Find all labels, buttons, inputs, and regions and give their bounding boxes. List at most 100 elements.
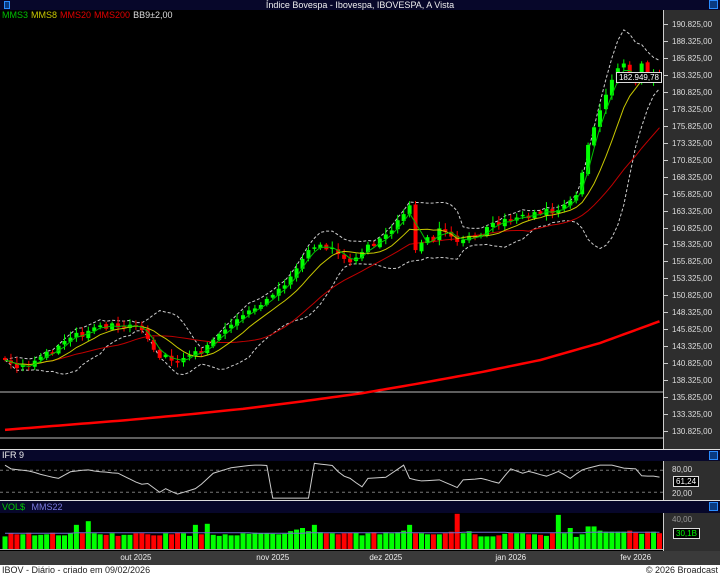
candle-body (211, 339, 216, 347)
volume-bar (305, 531, 311, 549)
candle-body (360, 252, 364, 259)
volume-avg-label: MMS22 (31, 502, 63, 512)
volume-bar (627, 530, 633, 549)
volume-bar (389, 533, 395, 549)
window-title-bar: Índice Bovespa - Ibovespa, IBOVESPA, A V… (0, 0, 720, 10)
footer: IBOV - Diário - criado em 09/02/2026 © 2… (0, 565, 720, 575)
price-tick-label: 185.825,00 (672, 53, 713, 63)
candle-body (419, 242, 424, 252)
volume-bar (294, 529, 300, 549)
volume-bar (145, 534, 151, 549)
price-tick-mark (664, 210, 668, 212)
volume-bar (216, 535, 222, 549)
candle-body (68, 337, 73, 342)
volume-bar (520, 533, 526, 549)
volume-bar (419, 533, 424, 549)
volume-axis-line (663, 513, 664, 551)
detach-window-icon[interactable] (709, 0, 718, 9)
volume-bar (603, 531, 609, 549)
candle-body (336, 249, 341, 255)
rsi-line (4, 462, 660, 499)
mms8-line (4, 73, 660, 366)
legend-mms20[interactable]: MMS20 (60, 10, 92, 20)
volume-bar (424, 534, 430, 549)
price-tick-label: 188.325,00 (672, 36, 713, 46)
volume-bar (454, 513, 460, 549)
detach-volume-icon[interactable] (709, 502, 718, 511)
candle-body (294, 268, 299, 278)
legend-mms8[interactable]: MMS8 (31, 10, 58, 20)
candle-body (223, 329, 228, 334)
candle-body (110, 323, 115, 330)
volume-bar (609, 531, 615, 549)
mms3-line (4, 70, 660, 368)
candle-body (318, 244, 323, 249)
volume-bar (169, 534, 175, 549)
detach-rsi-icon[interactable] (709, 451, 718, 460)
volume-bar (67, 533, 73, 549)
volume-bar (73, 524, 79, 549)
candle-body (62, 340, 67, 345)
window-title: Índice Bovespa - Ibovespa, IBOVESPA, A V… (265, 0, 455, 10)
price-tick-label: 153.325,00 (672, 274, 713, 284)
candle-body (282, 285, 287, 289)
volume-bar (288, 531, 294, 549)
legend-mms3[interactable]: MMS3 (2, 10, 29, 20)
volume-tick: 40,00 (672, 515, 693, 524)
rsi-tick-20: 20,00 (672, 489, 693, 498)
volume-bar (567, 528, 573, 549)
volume-bar (549, 533, 555, 549)
volume-bar (329, 533, 335, 549)
volume-bar (62, 535, 67, 549)
candle-body (187, 355, 192, 357)
candle-body (312, 247, 317, 249)
candle-body (252, 308, 257, 312)
volume-bar (639, 533, 645, 549)
volume-bar (246, 533, 252, 549)
price-axis (664, 10, 720, 449)
price-tick-mark (664, 227, 668, 229)
volume-bar (276, 534, 282, 549)
volume-bar (365, 533, 371, 549)
legend-mms200[interactable]: MMS200 (94, 10, 131, 20)
legend-bollinger[interactable]: BB9±2,00 (133, 10, 173, 20)
price-tick-label: 150.825,00 (672, 291, 713, 301)
volume-bar (383, 532, 389, 549)
price-tick-mark (664, 74, 668, 76)
last-price-label: 182.949,78 (615, 72, 662, 83)
candle-body (592, 127, 597, 146)
candle-body (431, 236, 436, 242)
volume-bar (436, 534, 442, 549)
volume-bar (228, 535, 234, 549)
volume-bar (407, 524, 413, 549)
candle-body (205, 345, 210, 354)
candle-body (38, 356, 43, 360)
price-tick-mark (664, 431, 668, 433)
price-tick-label: 140.825,00 (672, 359, 713, 369)
candle-body (92, 327, 97, 332)
volume-bar (561, 533, 567, 549)
candle-body (139, 325, 144, 331)
volume-bar (109, 533, 115, 549)
volume-bar (26, 532, 32, 549)
candle-body (264, 298, 269, 305)
candle-body (175, 361, 180, 363)
candle-body (603, 94, 608, 110)
volume-bar (20, 534, 26, 549)
candle-body (645, 62, 650, 80)
price-tick-label: 155.825,00 (672, 257, 713, 267)
price-tick-label: 190.825,00 (672, 20, 713, 29)
volume-bar (323, 533, 329, 549)
rsi-last-value: 61,24 (673, 476, 700, 487)
indicator-legend: MMS3 MMS8 MMS20 MMS200 BB9±2,00 (2, 10, 176, 21)
volume-bar (508, 532, 514, 549)
volume-bar (651, 531, 657, 549)
candle-body (229, 324, 234, 329)
candle-body (86, 330, 91, 339)
volume-bar (573, 536, 579, 549)
price-tick-mark (664, 40, 668, 42)
volume-bar (579, 534, 585, 549)
volume-bar (32, 535, 38, 549)
mms200-line (4, 320, 660, 432)
